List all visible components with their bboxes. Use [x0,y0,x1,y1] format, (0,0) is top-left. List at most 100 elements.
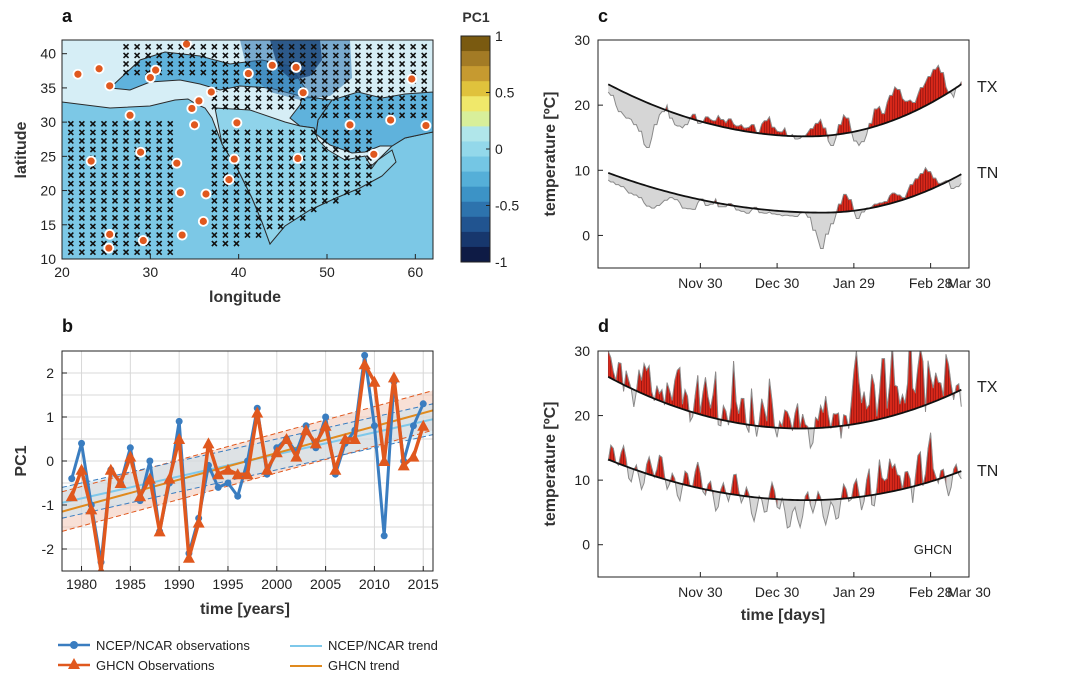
tx-observed-line [607,351,962,450]
map-y-tick-label: 20 [40,183,56,199]
significance-cross [100,214,108,222]
map-x-tick-label: 40 [231,264,247,280]
significance-cross [244,52,251,59]
significance-cross [288,206,295,213]
significance-cross [354,77,361,85]
series-point [368,375,381,387]
significance-cross [299,214,306,222]
map-y-tick-label: 35 [40,80,56,96]
significance-cross [354,163,361,170]
significance-cross [233,86,240,93]
significance-cross [67,189,74,196]
significance-cross [266,223,273,230]
station-dot [85,155,97,167]
significance-cross [310,86,317,93]
significance-cross [233,95,240,102]
significance-cross [167,197,174,204]
significance-cross [354,189,361,196]
significance-cross [376,69,384,76]
significance-cross [266,52,273,59]
significance-cross [78,223,85,230]
significance-cross [365,103,373,110]
significance-cross [211,103,218,110]
significance-cross [122,240,130,247]
significance-cross [255,197,262,204]
significance-cross [222,52,229,59]
panel-d-tn-label: TN [977,463,998,480]
legend-label-ghcn-obs: GHCN Observations [96,658,215,673]
significance-cross [332,95,339,102]
significance-cross [244,95,251,102]
significance-cross [266,129,273,136]
significance-cross [233,69,240,76]
significance-cross [332,43,339,50]
significance-cross [78,137,85,145]
significance-cross [167,240,174,247]
significance-cross [211,172,218,179]
station-dot [205,86,217,98]
significance-cross [421,77,428,85]
significance-cross [122,180,130,187]
series-point [78,439,86,447]
significance-cross [233,223,240,230]
significance-cross [310,52,317,59]
significance-cross [67,240,74,247]
series-point [322,413,330,421]
significance-cross [134,137,141,145]
significance-cross [156,189,163,196]
significance-cross [343,43,350,50]
legend-marker-ghcn-obs [68,658,80,669]
station-dot [104,228,116,240]
significance-cross [78,189,85,196]
pc1-x-axis-label: time [years] [200,601,290,618]
tx-climatology-line [607,376,962,430]
significance-cross [310,189,317,196]
significance-cross [111,129,119,136]
colorbar-tick-label: -0.5 [495,198,519,214]
pc1-x-tick-label: 1990 [164,576,195,592]
series-point [280,433,293,444]
significance-cross [277,172,284,179]
tn-observed-line [607,166,962,249]
colorbar-swatch [461,126,490,142]
series-point [124,450,137,462]
significance-cross [421,60,428,68]
significance-cross [167,69,174,76]
significance-cross [365,129,373,136]
time-x-tick-label: Nov 30 [678,275,723,291]
colorbar-swatch [461,171,490,188]
significance-cross [310,60,317,68]
significance-cross [211,60,218,68]
colorbar-swatch [461,36,490,52]
significance-cross [288,95,295,102]
significance-cross [244,86,251,93]
significance-cross [321,197,328,204]
station-dot [176,229,188,241]
significance-cross [332,172,339,179]
significance-cross [211,146,218,153]
significance-cross [233,189,240,196]
significance-cross [310,163,317,170]
significance-cross [100,223,108,230]
temp-y-tick-label: 10 [574,162,590,178]
significance-cross [67,206,74,213]
significance-cross [266,163,273,170]
significance-cross [233,197,240,204]
significance-cross [200,69,207,76]
significance-cross [122,223,130,230]
significance-cross [387,95,395,102]
significance-cross [321,43,328,50]
significance-cross [89,172,96,179]
significance-cross [321,112,328,119]
significance-cross [255,129,262,136]
significance-cross [145,52,152,59]
significance-cross [134,60,141,68]
significance-cross [410,95,417,102]
significance-cross [244,77,251,85]
significance-cross [145,43,152,50]
significance-cross [299,69,306,76]
temp-y-tick-label: 20 [574,97,590,113]
significance-cross [89,249,96,256]
significance-cross [67,129,74,136]
significance-cross [122,154,130,162]
